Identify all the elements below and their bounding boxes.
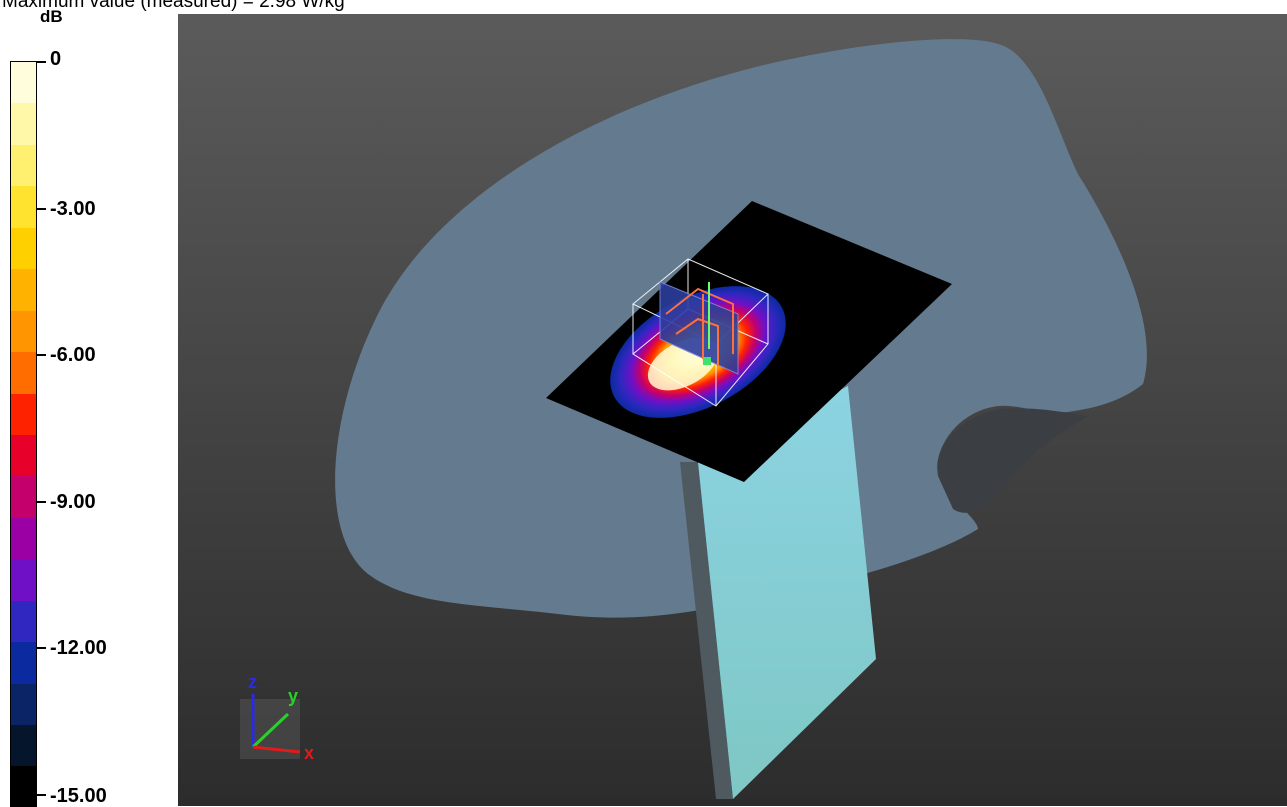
scale-label-0: 0 — [50, 48, 62, 70]
scale-segment — [11, 310, 36, 353]
max-value-text: Maximum value (measured) = 2.98 W/kg — [2, 0, 345, 12]
scale-segment — [11, 227, 36, 270]
scale-segment — [11, 393, 36, 435]
scale-tick — [37, 794, 46, 796]
scale-tick — [37, 354, 46, 356]
scale-unit-label: dB — [40, 7, 63, 26]
scale-segment — [11, 642, 36, 684]
scale-segment — [11, 186, 36, 228]
scale-tick — [37, 647, 46, 649]
scale-segment — [11, 434, 36, 477]
axis-x-label: x — [304, 743, 314, 763]
scale-segment — [11, 766, 36, 806]
scale-segment — [11, 103, 36, 145]
scale-tick — [37, 61, 46, 63]
scale-label-minus12: -12.00 — [50, 637, 107, 659]
scene-svg: z y x — [240, 39, 1147, 799]
3d-viewport[interactable]: z y x — [178, 14, 1287, 806]
scale-label-minus15: -15.00 — [50, 785, 107, 807]
scale-segment — [11, 476, 36, 518]
scale-segment — [11, 725, 36, 767]
scale-segment — [11, 62, 36, 104]
scale-label-minus9: -9.00 — [50, 491, 96, 513]
scale-tick — [37, 208, 46, 210]
scale-label-minus3: -3.00 — [50, 198, 96, 220]
scale-segment — [11, 559, 36, 601]
phantom-notch — [937, 408, 1088, 513]
color-scale-bar — [10, 61, 37, 807]
scale-tick — [37, 501, 46, 503]
phone-side — [680, 462, 733, 799]
probe-marker — [703, 357, 711, 365]
scale-segment — [11, 144, 36, 187]
phone-front — [698, 386, 876, 799]
scale-label-minus6: -6.00 — [50, 344, 96, 366]
axis-triad: z y x — [240, 672, 314, 763]
scale-segment — [11, 600, 36, 643]
scale-segment — [11, 683, 36, 725]
scale-segment — [11, 269, 36, 311]
scale-segment — [11, 517, 36, 560]
axis-z-label: z — [248, 672, 257, 692]
axis-y-label: y — [288, 686, 298, 706]
scale-segment — [11, 352, 36, 394]
